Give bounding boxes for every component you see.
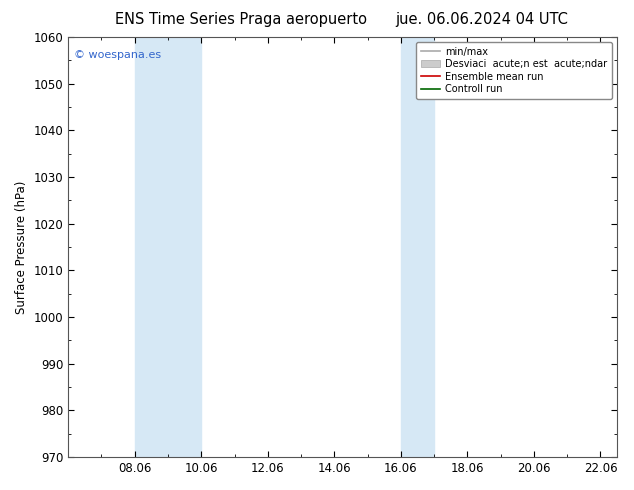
Text: jue. 06.06.2024 04 UTC: jue. 06.06.2024 04 UTC xyxy=(396,12,568,27)
Bar xyxy=(134,37,201,457)
Text: © woespana.es: © woespana.es xyxy=(74,50,161,60)
Text: ENS Time Series Praga aeropuerto: ENS Time Series Praga aeropuerto xyxy=(115,12,367,27)
Legend: min/max, Desviaci  acute;n est  acute;ndar, Ensemble mean run, Controll run: min/max, Desviaci acute;n est acute;ndar… xyxy=(416,42,612,99)
Bar xyxy=(401,37,434,457)
Y-axis label: Surface Pressure (hPa): Surface Pressure (hPa) xyxy=(15,180,28,314)
